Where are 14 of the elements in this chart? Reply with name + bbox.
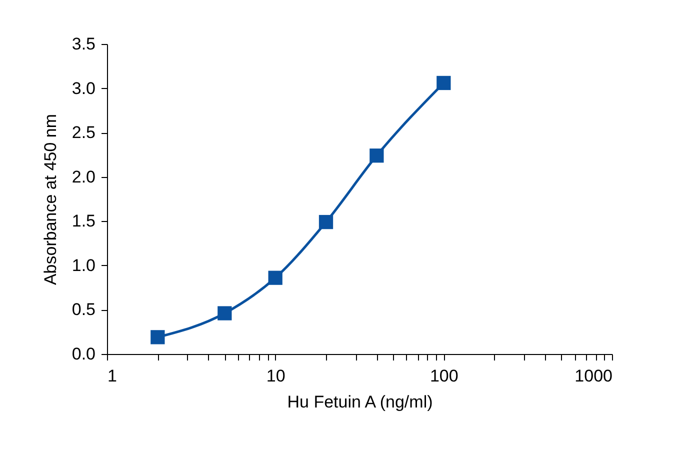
y-tick-label: 1.0 — [72, 256, 96, 275]
y-tick-label: 2.0 — [72, 167, 96, 186]
y-tick-label: 0.5 — [72, 300, 96, 320]
y-tick-label: 0.0 — [72, 344, 96, 364]
y-tick-label: 3.0 — [72, 78, 96, 98]
x-tick-label: 1 — [108, 366, 117, 386]
y-tick-label: 1.5 — [72, 212, 96, 231]
x-axis-title: Hu Fetuin A (ng/ml) — [287, 392, 433, 412]
x-tick-label: 10 — [266, 366, 286, 386]
y-tick-label: 3.5 — [72, 34, 96, 54]
x-tick-label: 100 — [430, 366, 458, 386]
y-tick-label: 2.5 — [72, 123, 96, 142]
x-tick-label: 1000 — [574, 366, 612, 386]
y-axis-title: Absorbance at 450 nm — [40, 114, 60, 286]
